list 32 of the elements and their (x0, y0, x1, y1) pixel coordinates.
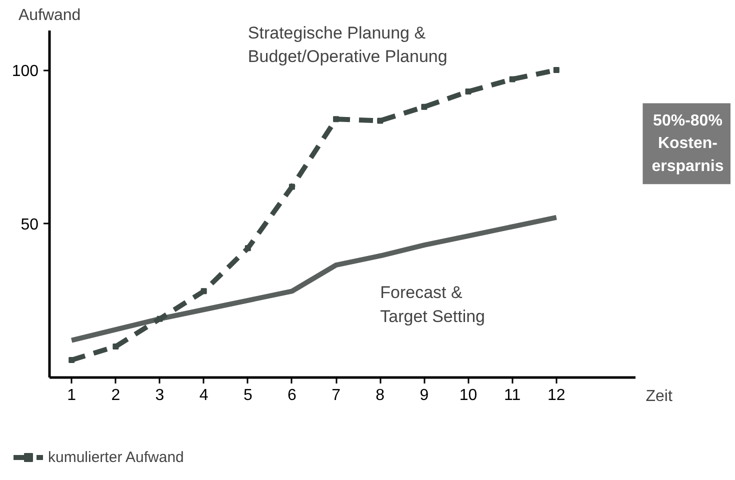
annotation: Strategische Planung & Budget/Operative Planung (248, 23, 448, 66)
point (421, 104, 428, 110)
x-axis-title: Zeit (646, 388, 673, 406)
x-tick-label: 10 (459, 387, 478, 404)
point (112, 343, 119, 350)
x-tick-label: 3 (155, 387, 164, 404)
legend-label: kumulierter Aufwand (48, 448, 184, 466)
point (553, 67, 560, 74)
x-tick-label: 11 (504, 387, 521, 404)
point (288, 184, 295, 190)
x-tick-label: 5 (243, 387, 252, 404)
x-tick-label: 7 (332, 387, 341, 404)
x-tick-label: 8 (376, 387, 385, 404)
y-axis-title: Aufwand (18, 7, 81, 24)
point (377, 118, 384, 124)
point (509, 76, 516, 82)
point (68, 356, 75, 363)
point (465, 88, 472, 95)
annotation: Forecast & Target Setting (380, 283, 486, 326)
x-tick-label: 1 (67, 387, 76, 404)
point (156, 316, 163, 322)
x-tick-label: 2 (111, 387, 120, 404)
y-tick-label: 100 (12, 63, 39, 80)
point (333, 116, 340, 122)
x-tick-label: 4 (199, 387, 208, 404)
x-tick-label: 12 (548, 387, 566, 404)
point (200, 288, 207, 294)
y-tick-label: 50 (20, 216, 39, 234)
point (244, 245, 251, 252)
text: 50%-80% Kosten- ersparnis (652, 112, 724, 176)
x-tick-label: 6 (288, 387, 297, 404)
x-tick-label: 9 (420, 387, 429, 404)
